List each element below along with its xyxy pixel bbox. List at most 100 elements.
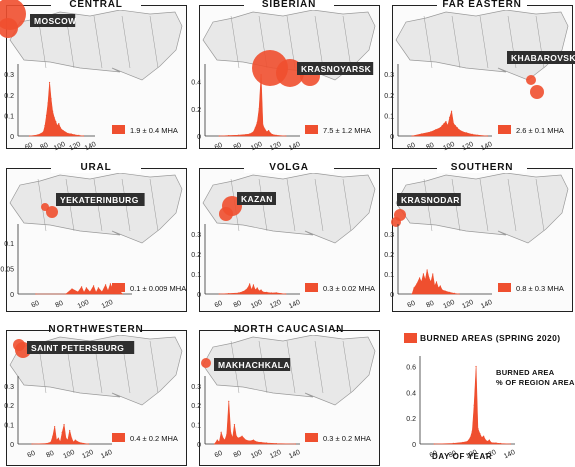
y-tick-label: 0.2: [384, 252, 394, 259]
data-point: [78, 441, 80, 444]
y-tick-label: 0: [197, 442, 201, 449]
data-point: [419, 277, 421, 279]
title-backdrop: [51, 161, 141, 173]
legend-swatch: [404, 333, 417, 343]
data-point: [260, 289, 262, 291]
data-point: [74, 439, 76, 441]
data-point: [109, 283, 111, 285]
y-tick-label: 0.2: [191, 252, 201, 259]
y-tick-label: 0.2: [191, 403, 201, 410]
x-tick-label: 60: [406, 300, 416, 310]
region-border: [314, 15, 324, 69]
data-point: [483, 435, 485, 437]
burned-area-label: 2.6 ± 0.1 MHA: [516, 126, 564, 135]
data-point: [271, 134, 274, 136]
burned-region-highlight: [391, 217, 401, 227]
data-point: [252, 131, 255, 133]
x-tick-label: 100: [442, 299, 456, 310]
burned-area-label: 0.3 ± 0.02 MHA: [323, 284, 375, 293]
data-point: [439, 127, 441, 129]
legend-xlabel: DAY OF YEAR: [432, 452, 493, 461]
legend-note: BURNED AREA % OF REGION AREA: [496, 368, 575, 388]
data-point: [266, 442, 268, 444]
data-point: [441, 289, 443, 291]
region-title: NORTHWESTERN: [48, 324, 143, 335]
data-point: [260, 441, 262, 444]
region-title: SOUTHERN: [451, 162, 514, 173]
data-point: [420, 133, 423, 135]
y-tick-label: 0.2: [4, 93, 14, 100]
data-point: [484, 439, 487, 441]
region-border: [93, 15, 103, 69]
region-border: [507, 178, 517, 232]
data-point: [249, 133, 251, 135]
data-point: [260, 74, 262, 76]
data-point: [54, 425, 56, 428]
x-tick-label: 100: [62, 449, 76, 460]
y-tick-label: 0.3: [384, 232, 394, 239]
area-swatch: [498, 283, 511, 292]
data-point: [411, 293, 413, 295]
data-point: [67, 132, 69, 135]
y-tick-label: 0.2: [406, 416, 416, 423]
legend-note-line1: BURNED AREA: [496, 368, 555, 377]
data-point: [48, 81, 51, 84]
x-tick-label: 120: [461, 141, 475, 152]
x-tick-label: 140: [288, 141, 302, 152]
data-point: [89, 291, 91, 293]
region-border: [451, 15, 461, 69]
data-point: [285, 293, 287, 295]
panel-7: NORTH CAUCASIAN MAKHACHKALA 0.3 ± 0.2 MHA 0…: [191, 323, 380, 466]
data-point: [47, 102, 49, 104]
area-swatch: [305, 433, 318, 442]
data-point: [469, 436, 471, 439]
data-point: [486, 440, 489, 443]
data-point: [453, 292, 455, 294]
x-tick-label: 80: [233, 300, 243, 310]
region-border: [423, 15, 433, 69]
y-tick-label: 0.4: [191, 80, 201, 87]
x-tick-label: 80: [425, 142, 435, 152]
burned-region-highlight: [530, 85, 544, 99]
city-label: SAINT PETERSBURG: [31, 343, 124, 353]
data-point: [266, 131, 268, 133]
y-tick-label: 0: [197, 134, 201, 141]
region-border: [286, 15, 296, 69]
data-point: [275, 292, 277, 294]
panel-8: 0 0.2 0.4 0.6 60 80 100 120 140: [406, 356, 516, 460]
data-point: [456, 127, 458, 129]
data-point: [256, 287, 258, 289]
x-tick-label: 140: [288, 449, 302, 460]
x-tick-label: 120: [269, 449, 283, 460]
data-point: [242, 291, 244, 293]
region-title: VOLGA: [269, 162, 309, 173]
x-tick-label: 140: [100, 449, 114, 460]
y-tick-label: 0.2: [191, 107, 201, 114]
data-point: [270, 292, 273, 294]
data-point: [420, 281, 423, 283]
data-point: [31, 443, 33, 445]
data-point: [413, 287, 415, 289]
data-point: [101, 291, 103, 293]
data-point: [50, 98, 52, 100]
data-point: [72, 441, 75, 443]
burned-region-highlight: [201, 358, 211, 368]
data-point: [416, 283, 418, 285]
y-tick-label: 0.2: [4, 403, 14, 410]
burned-region-highlight: [526, 75, 536, 85]
data-point: [45, 443, 47, 445]
city-label-box: [297, 62, 374, 75]
data-point: [430, 131, 432, 133]
legend-note-line2: % OF REGION AREA: [496, 378, 575, 387]
x-tick-label: 120: [461, 299, 475, 310]
panel-2: FAR EASTERN KHABAROVSK 2.6 ± 0.1 MHA 0 0.1 0.…: [384, 0, 575, 152]
city-label: KAZAN: [241, 194, 273, 204]
data-point: [228, 293, 230, 295]
data-point: [462, 131, 464, 133]
region-border: [149, 340, 159, 394]
data-point: [424, 279, 426, 281]
data-point: [35, 293, 37, 295]
data-point: [488, 439, 490, 441]
data-point: [475, 365, 477, 368]
data-point: [509, 443, 511, 445]
